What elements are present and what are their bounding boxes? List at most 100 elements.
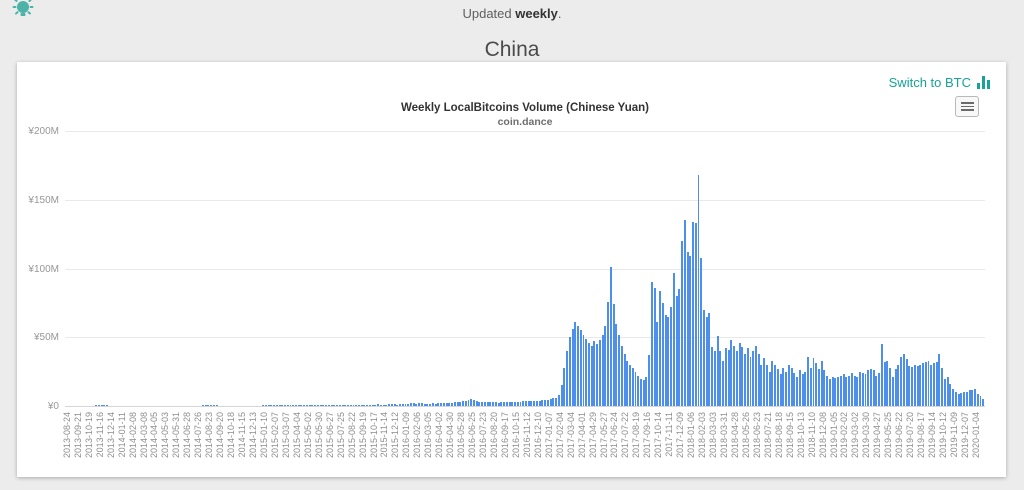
- volume-bar[interactable]: [451, 402, 454, 406]
- volume-bar[interactable]: [744, 353, 747, 406]
- volume-bar[interactable]: [273, 405, 276, 406]
- volume-bar[interactable]: [119, 405, 122, 406]
- volume-bar[interactable]: [831, 377, 834, 406]
- volume-bar[interactable]: [295, 405, 297, 406]
- volume-bar[interactable]: [81, 405, 84, 406]
- volume-bar[interactable]: [585, 338, 588, 406]
- volume-bar[interactable]: [938, 353, 941, 406]
- volume-bar[interactable]: [492, 401, 495, 406]
- volume-bar[interactable]: [878, 373, 881, 406]
- volume-bar[interactable]: [568, 337, 571, 406]
- volume-bar[interactable]: [464, 400, 467, 406]
- volume-bar[interactable]: [503, 401, 506, 406]
- volume-bar[interactable]: [338, 404, 341, 406]
- volume-bar[interactable]: [155, 405, 158, 406]
- volume-bar[interactable]: [511, 402, 514, 406]
- volume-bar[interactable]: [130, 405, 133, 406]
- volume-bar[interactable]: [453, 402, 456, 406]
- volume-bar[interactable]: [790, 367, 793, 406]
- volume-bar[interactable]: [508, 402, 511, 406]
- volume-bar[interactable]: [149, 405, 152, 406]
- volume-bar[interactable]: [415, 403, 418, 406]
- volume-bar[interactable]: [190, 405, 193, 406]
- volume-bar[interactable]: [527, 400, 530, 406]
- volume-bar[interactable]: [256, 405, 259, 406]
- volume-bar[interactable]: [870, 368, 872, 406]
- volume-bar[interactable]: [535, 401, 538, 406]
- volume-bar[interactable]: [316, 405, 319, 406]
- volume-bar[interactable]: [475, 401, 478, 406]
- volume-bar[interactable]: [248, 405, 251, 406]
- volume-bar[interactable]: [127, 405, 130, 406]
- volume-bar[interactable]: [861, 373, 864, 406]
- volume-bar[interactable]: [412, 403, 415, 406]
- volume-bar[interactable]: [344, 404, 347, 406]
- volume-bar[interactable]: [347, 404, 349, 406]
- volume-bar[interactable]: [390, 404, 393, 406]
- volume-bar[interactable]: [891, 377, 894, 406]
- volume-bar[interactable]: [382, 404, 385, 406]
- volume-bar[interactable]: [314, 405, 317, 406]
- volume-bar[interactable]: [456, 402, 459, 406]
- volume-bar[interactable]: [188, 405, 191, 406]
- volume-bar[interactable]: [757, 353, 760, 406]
- volume-bar[interactable]: [355, 404, 358, 406]
- volume-bar[interactable]: [245, 405, 248, 406]
- volume-bar[interactable]: [423, 403, 426, 406]
- volume-bar[interactable]: [949, 384, 952, 406]
- volume-bar[interactable]: [497, 402, 500, 406]
- volume-bar[interactable]: [900, 356, 903, 406]
- volume-bar[interactable]: [815, 363, 818, 406]
- volume-bar[interactable]: [218, 405, 221, 406]
- volume-bar[interactable]: [399, 404, 402, 406]
- volume-bar[interactable]: [902, 354, 905, 406]
- volume-bar[interactable]: [207, 405, 210, 406]
- volume-bar[interactable]: [289, 405, 292, 406]
- volume-bar[interactable]: [242, 405, 245, 406]
- volume-bar[interactable]: [75, 405, 78, 406]
- volume-bar[interactable]: [760, 364, 763, 406]
- volume-bar[interactable]: [530, 400, 533, 406]
- switch-to-btc-link[interactable]: Switch to BTC: [889, 75, 990, 90]
- volume-bar[interactable]: [193, 405, 196, 406]
- volume-bar[interactable]: [379, 404, 382, 406]
- volume-bar[interactable]: [667, 316, 670, 406]
- chart-context-menu-button[interactable]: [955, 96, 979, 117]
- volume-bar[interactable]: [779, 374, 782, 406]
- lightbulb-icon[interactable]: [8, 0, 38, 24]
- volume-bar[interactable]: [793, 373, 796, 406]
- volume-bar[interactable]: [982, 399, 985, 406]
- volume-bar[interactable]: [804, 371, 807, 406]
- volume-bar[interactable]: [782, 367, 785, 406]
- volume-bar[interactable]: [607, 301, 610, 406]
- volume-bar[interactable]: [264, 405, 267, 406]
- volume-bar[interactable]: [620, 345, 623, 406]
- volume-bar[interactable]: [670, 307, 673, 406]
- volume-bar[interactable]: [796, 377, 799, 406]
- volume-bar[interactable]: [908, 366, 911, 406]
- volume-bar[interactable]: [420, 403, 423, 406]
- volume-bar[interactable]: [946, 377, 949, 406]
- volume-bar[interactable]: [229, 405, 232, 406]
- volume-bar[interactable]: [774, 364, 777, 406]
- volume-bar[interactable]: [429, 403, 432, 406]
- volume-bar[interactable]: [686, 252, 689, 406]
- volume-bar[interactable]: [848, 375, 851, 406]
- volume-bar[interactable]: [185, 405, 188, 406]
- volume-bar[interactable]: [943, 378, 946, 406]
- volume-bar[interactable]: [125, 405, 128, 406]
- volume-bar[interactable]: [305, 405, 308, 406]
- volume-bar[interactable]: [963, 392, 966, 406]
- volume-bar[interactable]: [560, 385, 563, 406]
- volume-bar[interactable]: [785, 371, 788, 406]
- volume-bar[interactable]: [653, 287, 656, 406]
- volume-bar[interactable]: [357, 404, 360, 406]
- volume-bar[interactable]: [97, 405, 100, 406]
- volume-bar[interactable]: [360, 404, 363, 406]
- volume-bar[interactable]: [89, 405, 92, 406]
- volume-bar[interactable]: [177, 405, 180, 406]
- volume-bar[interactable]: [678, 289, 681, 406]
- volume-bar[interactable]: [300, 405, 303, 406]
- volume-bar[interactable]: [672, 272, 675, 406]
- volume-bar[interactable]: [106, 405, 109, 406]
